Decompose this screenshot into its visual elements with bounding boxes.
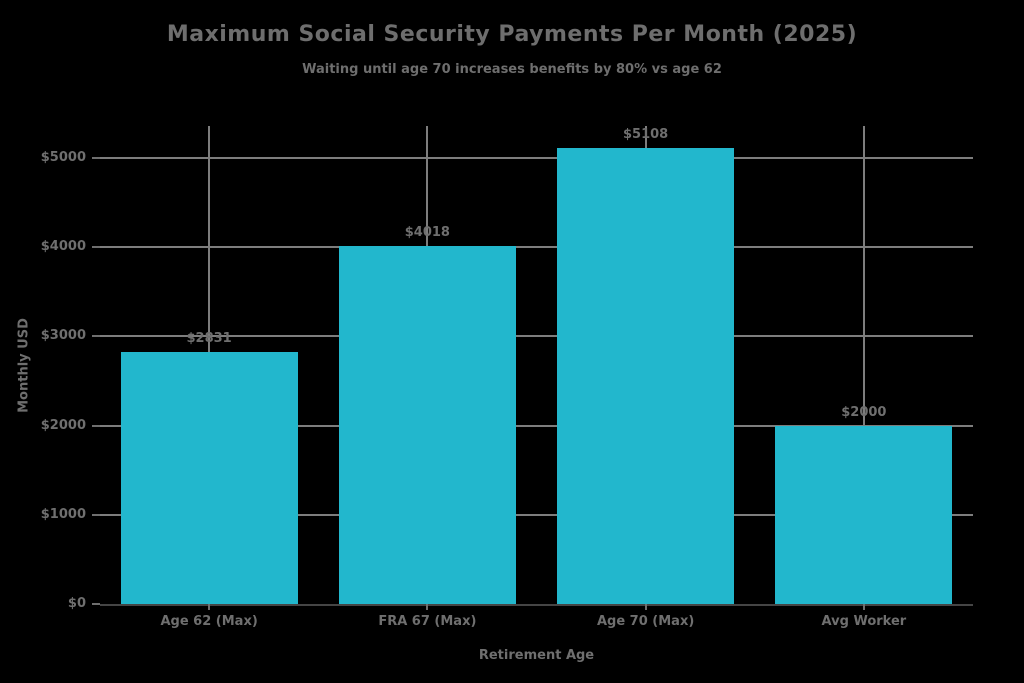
bar-fra-67-max (338, 245, 516, 604)
y-tick-label: $3000 (40, 328, 86, 344)
y-tick-mark (92, 246, 100, 249)
bar-age-70-max (557, 148, 735, 604)
plot-area: $0 $1000 $2000 $3000 $4000 $5000 $2831 Age 62 (… (41, 126, 973, 629)
x-tick-mark (644, 604, 647, 610)
y-tick-label: $5000 (40, 150, 86, 166)
y-tick-label: $4000 (40, 239, 86, 255)
bar-avg-worker (775, 425, 953, 604)
chart-subtitle: Waiting until age 70 increases benefits … (302, 62, 722, 77)
x-tick-label: Age 70 (Max) (596, 614, 695, 629)
h-gridline (100, 335, 973, 338)
bar-value-label: $5108 (623, 127, 669, 143)
x-tick-mark (862, 604, 865, 610)
y-tick-label: $0 (67, 596, 86, 611)
x-axis-label: Retirement Age (478, 648, 595, 663)
y-tick-mark (92, 157, 100, 160)
x-tick-label: FRA 67 (Max) (378, 614, 477, 629)
v-gridline (862, 126, 865, 604)
y-tick-mark (92, 335, 100, 338)
bar-age-62-max (120, 351, 298, 604)
y-axis-label: Monthly USD (16, 318, 32, 413)
x-tick-label: Age 62 (Max) (160, 614, 258, 629)
bar-value-label: $2831 (186, 330, 232, 346)
y-tick-mark (92, 424, 100, 427)
y-tick-label: $2000 (40, 417, 86, 433)
h-gridline (100, 513, 973, 516)
y-tick-mark (92, 603, 100, 605)
y-tick-mark (92, 513, 100, 516)
h-gridline (100, 157, 973, 160)
bar-value-label: $2000 (841, 404, 887, 420)
h-gridline (100, 246, 973, 249)
h-gridline (100, 424, 973, 427)
chart-title: Maximum Social Security Payments Per Mon… (166, 22, 858, 47)
x-tick-label: Avg Worker (821, 614, 907, 629)
x-tick-mark (426, 604, 429, 610)
y-tick-label: $1000 (40, 506, 86, 522)
x-tick-mark (208, 604, 211, 610)
bar-value-label: $4018 (404, 224, 450, 240)
